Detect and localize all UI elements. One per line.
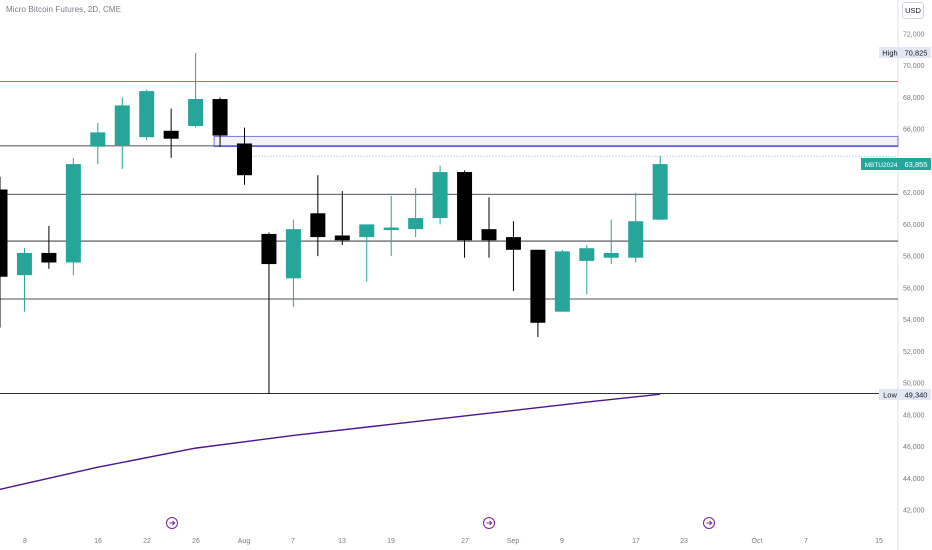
chart-title: Micro Bitcoin Futures, 2D, CME: [6, 5, 122, 14]
event-arrow-icon[interactable]: [483, 517, 495, 529]
high-value: 70,825: [905, 49, 928, 58]
time-tick-label: Sep: [507, 538, 520, 545]
candle-body: [628, 221, 644, 258]
candle-body: [188, 99, 204, 127]
symbol-label: MBTU2024: [865, 162, 898, 169]
time-tick-label: Oct: [752, 538, 763, 545]
event-markers[interactable]: [166, 517, 715, 529]
event-arrow-icon[interactable]: [166, 517, 178, 529]
time-tick-label: 15: [875, 538, 883, 545]
price-tick-label: 68,000: [903, 95, 925, 102]
candle-body: [334, 235, 350, 241]
candle-body: [554, 251, 570, 312]
low-value: 49,340: [905, 391, 928, 400]
high-price-tag: High 70,825: [879, 47, 931, 58]
symbol-price-tag: MBTU2024 63,855: [861, 158, 931, 170]
candle-body: [652, 164, 668, 220]
resistance-band: [213, 135, 899, 157]
candle-body: [212, 99, 228, 136]
price-tick-label: 70,000: [903, 63, 925, 70]
price-tick-label: 58,000: [903, 254, 925, 261]
candle-body: [139, 91, 155, 138]
time-tick-label: 22: [143, 538, 151, 545]
low-label: Low: [883, 391, 897, 400]
time-tick-label: 23: [680, 538, 688, 545]
candle-body: [114, 105, 130, 146]
time-tick-label: Aug: [238, 538, 251, 545]
candle-body: [237, 143, 252, 176]
candle-body: [163, 130, 179, 139]
time-tick-label: 27: [461, 538, 469, 545]
price-tick-label: 62,000: [903, 190, 925, 197]
candle-body: [481, 229, 497, 241]
price-tick-label: 72,000: [903, 32, 925, 39]
price-tick-label: 42,000: [903, 508, 925, 515]
candle-body: [16, 252, 32, 276]
time-tick-label: 9: [560, 538, 564, 545]
horizontal-lines: [0, 81, 898, 394]
price-tick-label: 44,000: [903, 476, 925, 483]
candle-body: [603, 252, 619, 258]
price-tick-label: 60,000: [903, 222, 925, 229]
price-tick-label: 48,000: [903, 412, 925, 419]
event-arrow-icon[interactable]: [703, 517, 715, 529]
candles: [0, 53, 668, 395]
candle-body: [359, 224, 375, 238]
time-tick-label: 13: [338, 538, 346, 545]
candle-body: [65, 164, 81, 263]
price-tick-label: 46,000: [903, 444, 925, 451]
moving-average-line: [0, 393, 661, 491]
time-tick-label: 7: [291, 538, 295, 545]
candle-body: [310, 213, 326, 238]
candle-body: [90, 132, 106, 147]
moving-average: [0, 393, 661, 491]
high-label: High: [882, 49, 897, 58]
candle-body: [285, 229, 301, 279]
currency-button[interactable]: USD: [902, 2, 924, 19]
band-rect: [213, 135, 899, 148]
low-price-tag: Low 49,340: [879, 389, 931, 400]
candle-body: [505, 237, 521, 250]
candle-body: [261, 233, 277, 265]
price-tick-label: 56,000: [903, 285, 925, 292]
time-tick-label: 19: [387, 538, 395, 545]
candle-body: [383, 227, 399, 231]
time-tick-label: 26: [192, 538, 200, 545]
time-tick-label: 16: [94, 538, 102, 545]
time-tick-label: 8: [23, 538, 27, 545]
price-tick-label: 66,000: [903, 127, 925, 134]
price-tick-label: 52,000: [903, 349, 925, 356]
price-axis[interactable]: 42,000 44,000 46,000 48,000 50,000 52,000 54,0…: [903, 32, 925, 515]
candle-body: [530, 249, 546, 323]
candle-body: [0, 189, 8, 277]
price-tick-label: 54,000: [903, 317, 925, 324]
candle-body: [457, 172, 473, 241]
price-tick-label: 50,000: [903, 381, 925, 388]
symbol-value: 63,855: [905, 160, 928, 169]
candle-body: [408, 218, 424, 230]
candle-body: [41, 252, 57, 263]
time-tick-label: 7: [804, 538, 808, 545]
candle-body: [432, 172, 448, 219]
time-tick-label: 17: [632, 538, 640, 545]
candle-body: [579, 248, 595, 261]
time-axis[interactable]: 8 16 22 26 Aug 7 13 19 27 Sep 9 17 23 Oct 7 15: [23, 538, 883, 545]
